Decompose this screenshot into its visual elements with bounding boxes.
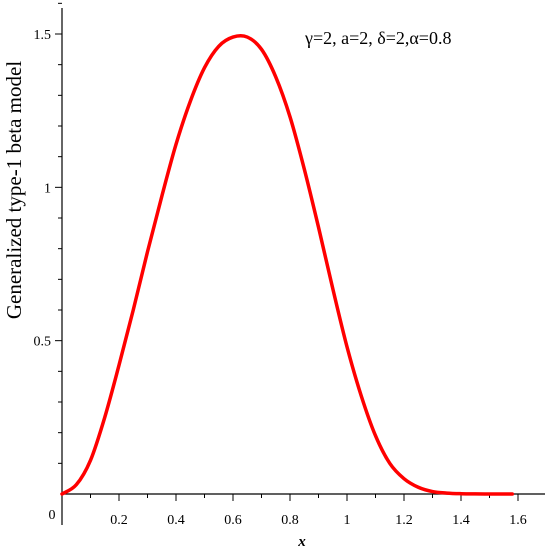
- x-ticks: 0.2 0.4 0.6 0.8 1 1.2 1.4 1.6: [90, 494, 527, 528]
- y-axis-title: Generalized type-1 beta model: [2, 61, 26, 319]
- x-tick-label: 0.4: [167, 513, 185, 528]
- x-tick-label: 1: [344, 513, 351, 528]
- x-tick-label: 0.8: [281, 513, 299, 528]
- y-ticks: 0.5 1 1.5: [34, 2, 62, 464]
- x-tick-label: 0.2: [110, 513, 128, 528]
- x-tick-label: 1.2: [395, 513, 413, 528]
- y-tick-label: 0.5: [34, 335, 52, 350]
- x-tick-label: 1.4: [452, 513, 470, 528]
- axes: [61, 8, 545, 525]
- series-group: [60, 33, 515, 496]
- y-tick-label: 1: [44, 181, 51, 196]
- series-line: [60, 33, 515, 496]
- x-tick-label: 1.6: [509, 513, 527, 528]
- y-tick-label: 1.5: [34, 28, 52, 43]
- x-tick-label: 0.6: [224, 513, 242, 528]
- origin-label: 0: [49, 508, 56, 523]
- parameter-annotation: γ=2, a=2, δ=2,α=0.8: [304, 28, 451, 48]
- x-axis-title: x: [297, 534, 306, 550]
